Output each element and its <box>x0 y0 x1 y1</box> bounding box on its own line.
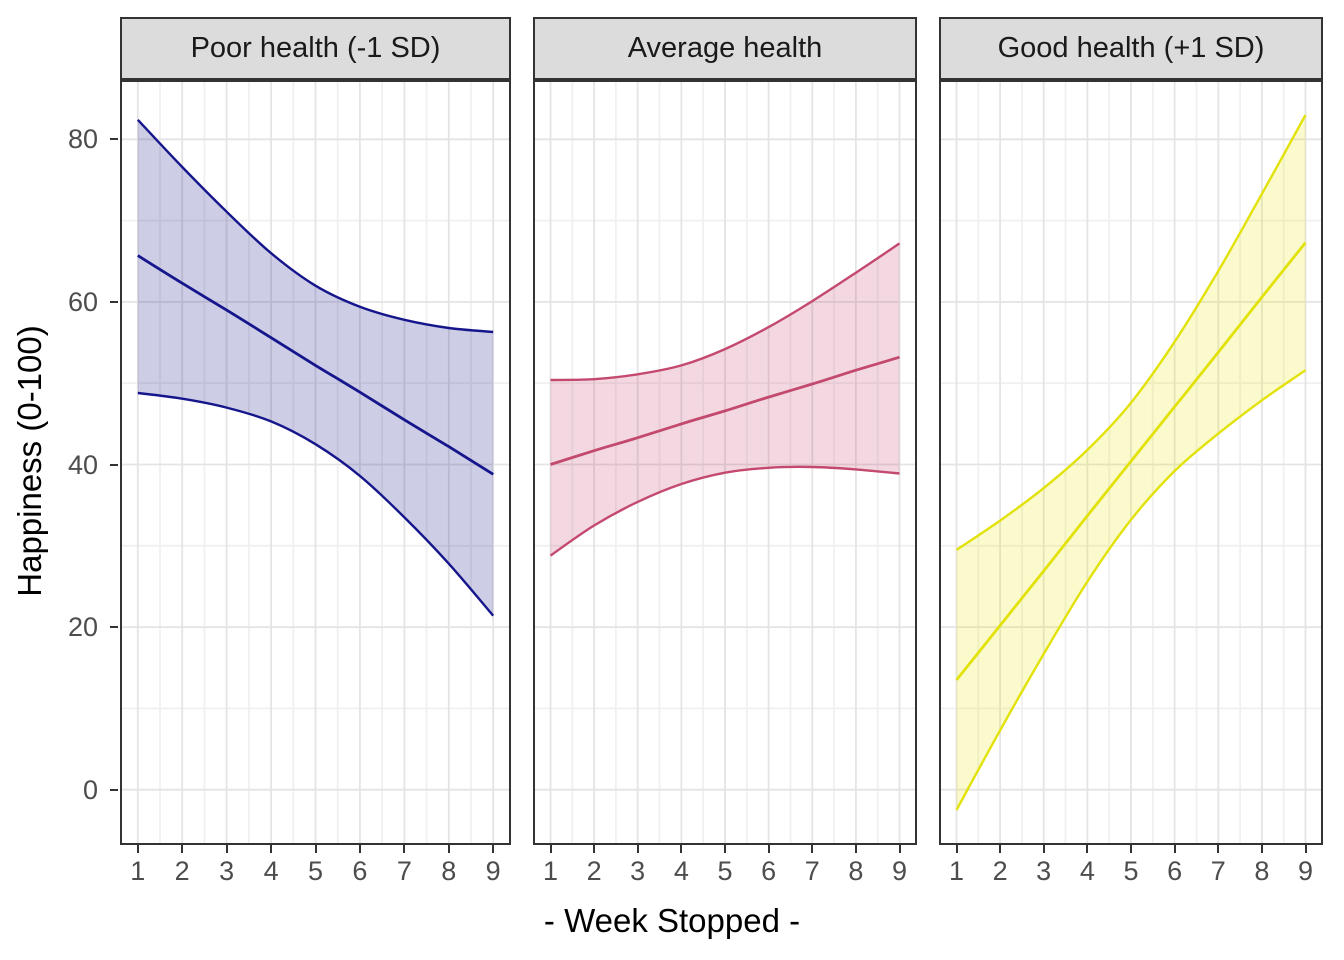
x-axis-tick-mark <box>549 845 552 853</box>
x-axis-tick-label: 6 <box>352 856 368 886</box>
x-axis-tick-mark <box>136 845 139 853</box>
facet-strip-label: Poor health (-1 SD) <box>190 32 441 64</box>
x-axis-tick-mark <box>955 845 958 853</box>
x-axis-tick-mark <box>680 845 683 853</box>
x-axis-tick-label: 4 <box>673 856 689 886</box>
ribbon-upper-edge <box>955 114 1307 551</box>
facet-strip: Average health <box>533 17 917 80</box>
x-axis-tick-mark <box>999 845 1002 853</box>
x-axis-tick-mark <box>898 845 901 853</box>
x-axis-tick-label: 7 <box>396 856 412 886</box>
x-axis-tick-label: 1 <box>130 856 146 886</box>
ribbon-lower-edge <box>549 465 900 557</box>
panel-canvas <box>939 80 1323 845</box>
y-axis-tick-mark <box>110 463 118 466</box>
panel-plot <box>533 80 917 845</box>
x-axis-tick-label: 2 <box>586 856 602 886</box>
x-axis-tick-label: 5 <box>1123 856 1139 886</box>
ribbon-upper-edge <box>136 118 494 334</box>
ribbon-lower-edge <box>955 369 1307 811</box>
x-axis-tick-mark <box>447 845 450 853</box>
x-axis-tick-label: 5 <box>307 856 324 886</box>
y-axis-tick-mark <box>110 788 118 791</box>
x-axis-tick-mark <box>593 845 596 853</box>
y-axis-tick-mark <box>110 626 118 629</box>
x-axis-tick-mark <box>636 845 639 853</box>
fit-line <box>137 254 494 476</box>
confidence-ribbon <box>137 119 494 616</box>
x-axis-tick-label: 7 <box>1210 856 1226 886</box>
y-axis-tick-mark <box>110 138 118 141</box>
x-axis-tick-label: 7 <box>804 856 820 886</box>
x-axis-tick-mark <box>1173 845 1176 853</box>
x-axis-tick-mark <box>724 845 726 853</box>
x-axis-tick-mark <box>1130 845 1132 853</box>
y-axis-tick-label: 40 <box>67 449 98 480</box>
x-axis-tick-label: 4 <box>263 856 279 886</box>
x-axis-tick-label: 9 <box>485 856 501 886</box>
x-axis-tick-mark <box>270 845 273 853</box>
x-axis-tick-label: 8 <box>1254 856 1270 886</box>
x-axis-tick-label: 2 <box>174 856 190 886</box>
panel-border <box>533 80 917 845</box>
ribbon-lower-edge <box>137 391 495 617</box>
panel-border <box>939 80 1323 845</box>
fit-line <box>550 355 900 466</box>
x-axis-tick-label: 3 <box>219 856 235 886</box>
x-axis-tick-label: 5 <box>717 856 733 886</box>
x-axis-tick-label: 9 <box>891 856 908 886</box>
facet-strip: Poor health (-1 SD) <box>120 17 511 80</box>
y-axis-tick-label: 60 <box>67 286 98 317</box>
facet-strip-label: Good health (+1 SD) <box>997 32 1265 64</box>
x-axis-tick-label: 8 <box>848 856 864 886</box>
panel-plot <box>939 80 1323 845</box>
x-axis-tick-mark <box>1042 845 1045 853</box>
panel-border <box>120 80 511 845</box>
x-axis-title: - Week Stopped - <box>543 902 801 939</box>
x-axis-tick-mark <box>181 845 184 853</box>
y-axis-tick-label: 0 <box>82 774 98 805</box>
facet-strip-label: Average health <box>627 32 823 64</box>
x-axis-tick-label: 6 <box>761 856 777 886</box>
x-axis-tick-mark <box>225 845 228 853</box>
x-axis-tick-mark <box>314 845 317 853</box>
fit-line <box>955 241 1307 681</box>
x-axis-tick-mark <box>767 845 770 853</box>
x-axis-tick-label: 3 <box>630 856 646 886</box>
facet-strip: Good health (+1 SD) <box>939 17 1323 80</box>
ribbon-upper-edge <box>550 242 901 382</box>
x-axis-tick-label: 9 <box>1297 856 1314 886</box>
x-axis-tick-label: 1 <box>542 856 559 886</box>
x-axis-tick-mark <box>1086 845 1089 853</box>
x-axis-tick-label: 3 <box>1036 856 1052 886</box>
x-axis-tick-mark <box>1304 845 1307 853</box>
x-axis-tick-mark <box>1260 845 1263 853</box>
x-axis-tick-mark <box>854 845 857 853</box>
x-axis-tick-label: 4 <box>1079 856 1095 886</box>
x-axis-tick-label: 1 <box>948 856 965 886</box>
y-axis-tick-mark <box>110 300 118 303</box>
x-axis-tick-label: 6 <box>1167 856 1183 886</box>
y-axis-tick-label: 20 <box>67 612 98 643</box>
x-axis-tick-mark <box>358 845 361 853</box>
x-axis-tick-mark <box>811 845 814 853</box>
y-axis-tick-label: 80 <box>67 124 98 155</box>
x-axis-tick-label: 2 <box>992 856 1008 886</box>
panel-plot <box>120 80 511 845</box>
confidence-ribbon <box>550 243 900 556</box>
x-axis-tick-mark <box>492 845 495 853</box>
panel-canvas <box>533 80 917 845</box>
x-axis-tick-mark <box>1217 845 1220 853</box>
panel-canvas <box>120 80 511 845</box>
x-axis-tick-label: 8 <box>441 856 457 886</box>
x-axis-tick-mark <box>403 845 406 853</box>
